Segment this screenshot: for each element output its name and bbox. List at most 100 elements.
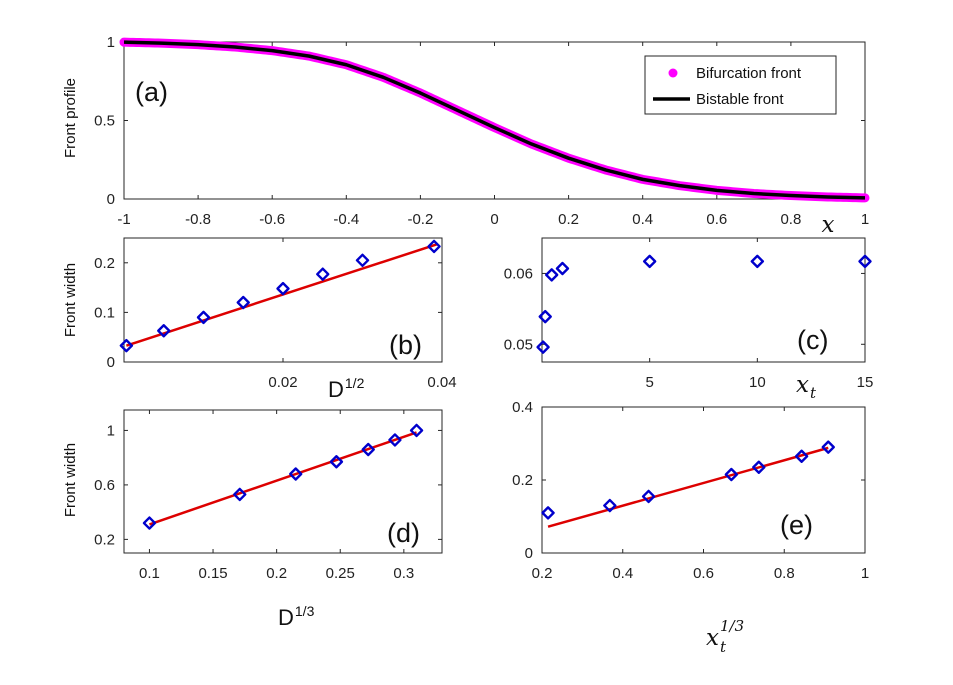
axes-box-d (123, 409, 443, 554)
data-point-c (538, 309, 552, 324)
data-area-e (547, 446, 829, 528)
markers-e (541, 440, 835, 520)
data-point-d (289, 467, 303, 481)
legend-marker-bifurcation (668, 68, 678, 78)
x-tick-label-e: 0.6 (693, 565, 714, 582)
y-tick-label-d: 1 (107, 422, 115, 439)
x-tick-label-e: 0.2 (532, 565, 553, 582)
x-tick-label-c: 5 (645, 374, 653, 391)
markers-a (119, 37, 870, 203)
x-axis-label-b: D1/2 (328, 375, 365, 402)
x-tick-label-a: -0.4 (333, 211, 359, 228)
y-tick-label-a: 1 (107, 34, 115, 51)
data-point-c (642, 254, 657, 269)
data-point-d (329, 455, 344, 469)
data-point-e (821, 440, 835, 454)
y-axis-label-d: Front width (62, 443, 79, 517)
x-tick-label-d: 0.3 (393, 565, 414, 582)
x-axis-label-a: x (822, 212, 835, 238)
panel-a: -1 -0.8 -0.6 -0.4 -0.2 0 0.2 0.4 0.6 0.8 1 0 0.5 1 Fro… (62, 34, 870, 238)
y-axis-label-b: Front width (62, 263, 79, 337)
panel-label-d: (d) (387, 518, 420, 548)
data-point-e (724, 467, 739, 482)
legend-box (644, 55, 837, 115)
panel-b: 0.02 0.04 0 0.1 0.2 Front width D1/2 (b) (62, 237, 457, 402)
data-point-e (752, 460, 766, 474)
data-point-c (544, 268, 559, 282)
x-axis-label-base-b: D (328, 377, 344, 402)
data-point-b (196, 310, 211, 325)
x-axis-label-sup-e: 1/3 (720, 617, 744, 635)
fit-line-e (547, 446, 829, 528)
data-point-b (355, 253, 370, 268)
data-point-b (316, 267, 330, 281)
panel-c: 5 10 15 0.05 0.06 xt (c) (504, 237, 874, 402)
data-point-c (750, 254, 765, 269)
x-tick-label-a: 0.8 (780, 211, 801, 228)
panel-d: 0.1 0.15 0.2 0.25 0.3 0.2 0.6 1 Front width D1/3 (… (62, 409, 443, 630)
x-axis-label-base-e: x (706, 625, 719, 651)
panel-label-a: (a) (135, 77, 168, 107)
panel-label-c: (c) (797, 325, 828, 355)
x-axis-label-sup-b: 1/2 (345, 375, 365, 391)
x-axis-label-sub-e: t (720, 638, 727, 656)
x-tick-label-a: -0.2 (407, 211, 433, 228)
x-axis-label-base-c: x (796, 372, 809, 398)
y-tick-label-a: 0 (107, 191, 115, 208)
data-point-d (361, 442, 375, 457)
y-tick-label-d: 0.2 (94, 531, 115, 548)
x-tick-label-c: 15 (857, 374, 874, 391)
y-tick-label-c: 0.05 (504, 336, 533, 353)
markers-b (119, 239, 441, 353)
x-tick-label-c: 10 (749, 374, 766, 391)
data-point-d (409, 423, 424, 438)
markers-c (536, 254, 872, 354)
data-point-b (119, 338, 134, 353)
data-point-e (794, 449, 809, 463)
x-tick-label-d: 0.2 (266, 565, 287, 582)
x-axis-label-sup-d: 1/3 (295, 603, 315, 619)
x-tick-label-a: 0.4 (632, 211, 653, 228)
x-tick-label-a: 0.6 (706, 211, 727, 228)
x-tick-label-d: 0.25 (326, 565, 355, 582)
x-axis-label-sub-c: t (810, 384, 817, 402)
panel-label-b: (b) (389, 330, 422, 360)
y-tick-label-e: 0.2 (512, 472, 533, 489)
x-tick-label-a: -1 (117, 211, 130, 228)
data-point-b (157, 324, 171, 338)
y-tick-label-b: 0.1 (94, 304, 115, 321)
y-axis-label-a: Front profile (62, 78, 79, 158)
y-tick-label-c: 0.06 (504, 265, 533, 282)
data-point-d (388, 433, 402, 447)
legend-label-bistable: Bistable front (696, 91, 784, 108)
legend: Bifurcation front Bistable front (644, 55, 837, 115)
panels: -1 -0.8 -0.6 -0.4 -0.2 0 0.2 0.4 0.6 0.8 100.51Fro… (62, 34, 873, 656)
y-tick-label-e: 0 (525, 545, 533, 562)
data-point-e (541, 506, 555, 520)
data-point-b (276, 281, 290, 296)
x-tick-label-a: 0.2 (558, 211, 579, 228)
data-point-c (536, 340, 550, 354)
legend-label-bifurcation: Bifurcation front (696, 65, 802, 82)
data-point-b (427, 239, 441, 254)
x-tick-label-b: 0.02 (268, 374, 297, 391)
data-point-d (142, 516, 157, 530)
x-tick-label-a: 1 (861, 211, 869, 228)
y-tick-label-b: 0 (107, 354, 115, 371)
x-tick-label-e: 0.8 (774, 565, 795, 582)
x-tick-label-d: 0.15 (198, 565, 227, 582)
x-tick-label-d: 0.1 (139, 565, 160, 582)
y-tick-label-e: 0.4 (512, 399, 533, 416)
x-tick-label-e: 0.4 (612, 565, 633, 582)
data-point-c (555, 261, 570, 276)
data-point-c (858, 254, 872, 269)
y-tick-label-b: 0.2 (94, 255, 115, 272)
data-point-d (233, 487, 247, 502)
y-tick-label-a: 0.5 (94, 113, 115, 130)
series-bistable-front (123, 40, 866, 200)
data-point-b (236, 295, 250, 310)
x-axis-label-d: D1/3 (278, 603, 315, 630)
panel-e: 0.2 0.4 0.6 0.8 1 0 0.2 0.4 xt 1/3 (e) (512, 399, 869, 656)
x-tick-label-a: -0.8 (185, 211, 211, 228)
